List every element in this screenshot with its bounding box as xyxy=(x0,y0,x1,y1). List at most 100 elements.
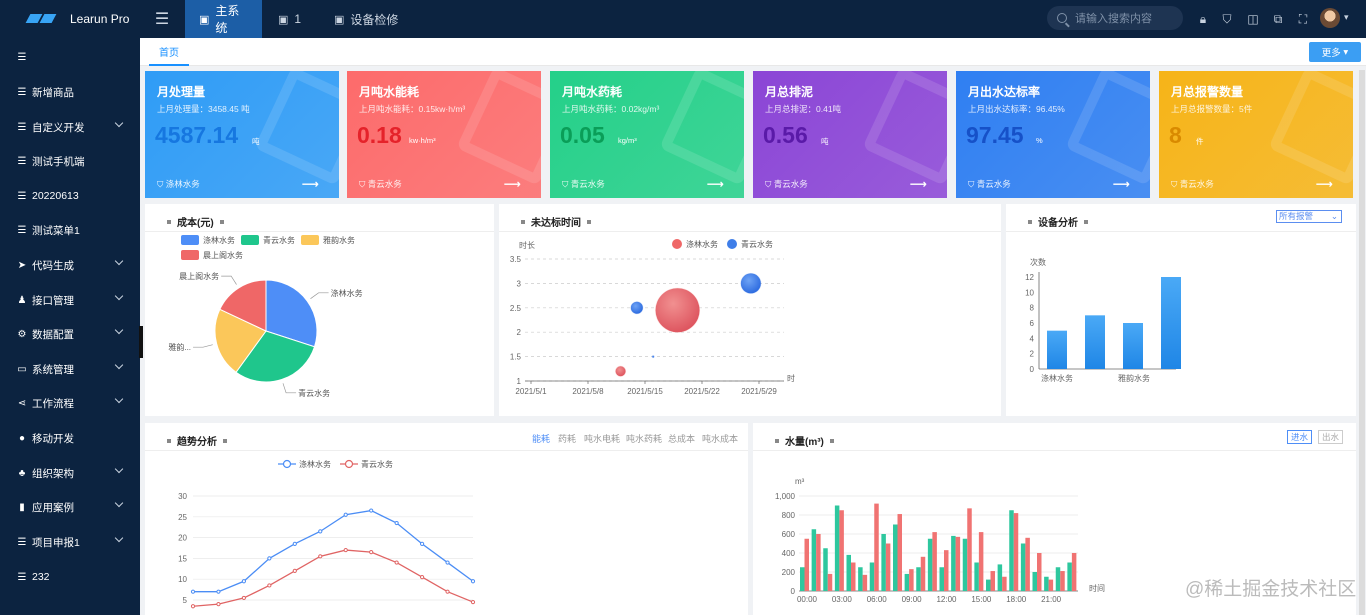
arrow-right-icon[interactable]: ⟶ xyxy=(706,177,724,191)
card-decoration xyxy=(659,71,744,186)
page-scrollbar[interactable] xyxy=(1359,70,1365,615)
watermark: @稀土掘金技术社区 xyxy=(1185,579,1357,600)
sidebar-item-test-menu[interactable]: ☰ 测试菜单1 xyxy=(0,213,140,247)
water-bar xyxy=(1013,513,1019,591)
pie-label: 晨上阁水务 xyxy=(179,271,219,281)
sidebar-item-mobile-test[interactable]: ☰ 测试手机端 xyxy=(0,144,140,178)
inflow-button[interactable]: 进水 xyxy=(1287,430,1313,444)
sidebar-item-label: 232 xyxy=(32,571,50,583)
stat-card[interactable]: 月总排泥 上月总排泥：0.41吨 0.56 吨 ⛉ 青云水务 ⟶ xyxy=(753,71,947,198)
water-bar xyxy=(1071,553,1077,591)
card-subtitle: 上月总报警数量：5件 xyxy=(1171,104,1253,114)
translate-icon[interactable]: ⧉ xyxy=(1273,12,1283,26)
sidebar-item-mobile-dev[interactable]: ● 移动开发 xyxy=(0,421,140,455)
scrollbar-thumb[interactable] xyxy=(1359,70,1365,615)
chevron-down-icon xyxy=(114,498,124,508)
search-input[interactable]: 请输入搜索内容 xyxy=(1047,6,1183,30)
x-tick-label: 00:00 xyxy=(797,595,818,604)
sidebar-item-cases[interactable]: ▮ 应用案例 xyxy=(0,490,140,524)
lock-icon[interactable]: 🔒︎ xyxy=(1199,12,1207,26)
chevron-down-icon: ⌄ xyxy=(1330,211,1338,221)
top-tab-1[interactable]: ▣ 1 xyxy=(264,0,315,38)
x-tick-label: 2021/5/15 xyxy=(627,387,663,396)
shirt-icon[interactable]: ⛉ xyxy=(1222,12,1232,26)
alarm-select[interactable]: 所有报警 ⌄ xyxy=(1276,210,1342,223)
sidebar-item-label: 测试菜单1 xyxy=(32,224,80,237)
sidebar-item-label: 移动开发 xyxy=(32,432,74,445)
arrow-right-icon[interactable]: ⟶ xyxy=(909,177,927,191)
sidebar-item-code-gen[interactable]: ➤ 代码生成 xyxy=(0,248,140,282)
x-tick-label: 2021/5/29 xyxy=(741,387,777,396)
top-tab-device-repair[interactable]: ▣ 设备检修 xyxy=(320,0,412,38)
tab-energy[interactable]: 能耗 xyxy=(532,434,551,444)
monitor-icon: ▣ xyxy=(334,13,345,26)
y-tick-label: 5 xyxy=(183,596,188,605)
more-button[interactable]: 更多 ▾ xyxy=(1309,42,1361,62)
card-value: 0.18 xyxy=(357,122,402,148)
sidebar-item-data-config[interactable]: ⚙ 数据配置 xyxy=(0,317,140,351)
logo[interactable]: Learun Pro xyxy=(0,0,140,38)
card-subtitle: 上月吨水能耗：0.15kw·h/m³ xyxy=(359,104,466,114)
tab-chemical[interactable]: 药耗 xyxy=(558,434,577,444)
card-decoration xyxy=(862,71,947,186)
tab-cost-per-ton[interactable]: 吨水成本 xyxy=(702,434,739,444)
legend-swatch xyxy=(241,235,259,245)
sidebar-item-system[interactable]: ▭ 系统管理 xyxy=(0,352,140,386)
top-tab-label: 设备检修 xyxy=(350,12,399,27)
water-bar xyxy=(827,573,833,591)
outflow-button[interactable]: 出水 xyxy=(1318,430,1344,444)
y-tick-label: 2 xyxy=(1030,350,1035,359)
water-bar xyxy=(1067,562,1072,591)
avatar[interactable] xyxy=(1320,8,1340,28)
sidebar-item-20220613[interactable]: ☰ 20220613 xyxy=(0,179,140,213)
water-bar xyxy=(893,524,898,591)
sidebar-item-232[interactable]: ☰ 232 xyxy=(0,560,140,594)
top-bar: Learun Pro ☰ ▣ 主系统 ▣ 1 ▣ 设备检修 请输入搜索内容 🔒︎… xyxy=(0,0,1366,38)
water-bar xyxy=(846,554,851,591)
sidebar-item-workflow[interactable]: ⋖ 工作流程 xyxy=(0,386,140,420)
more-button-label: 更多 xyxy=(1321,48,1341,59)
tab-total-cost[interactable]: 总成本 xyxy=(668,434,696,444)
water-bar xyxy=(909,569,914,591)
pin-icon: ⛉ xyxy=(157,179,166,189)
y-tick-label: 20 xyxy=(178,534,187,543)
y-tick-label: 3.5 xyxy=(510,255,522,264)
sidebar-item-custom-dev[interactable]: ☰ 自定义开发 xyxy=(0,110,140,144)
series-point xyxy=(394,520,399,526)
card-footer: ⛉ 涤林水务 xyxy=(157,179,200,189)
stat-card[interactable]: 月出水达标率 上月出水达标率：96.45% 97.45% ⛉ 青云水务 ⟶ xyxy=(956,71,1150,198)
arrow-right-icon[interactable]: ⟶ xyxy=(1315,177,1333,191)
chevron-down-icon[interactable]: ▾ xyxy=(1344,12,1349,22)
stat-card[interactable]: 月吨水药耗 上月吨水药耗：0.02kg/m³ 0.05 kg/m³ ⛉ 青云水务 ⟶ xyxy=(550,71,744,198)
fullscreen-icon[interactable]: ⛶ xyxy=(1298,12,1308,26)
logo-text: Learun Pro xyxy=(70,12,130,26)
menu-toggle-icon[interactable]: ☰ xyxy=(154,11,170,28)
sidebar-item-org[interactable]: ♣ 组织架构 xyxy=(0,456,140,490)
series-point xyxy=(267,583,272,588)
pin-icon: ⛉ xyxy=(359,179,368,189)
sidebar-item-api[interactable]: ♟ 接口管理 xyxy=(0,283,140,317)
stat-card[interactable]: 月总报警数量 上月总报警数量：5件 8 件 ⛉ 青云水务 ⟶ xyxy=(1159,71,1353,198)
sidebar-item-label: 项目申报1 xyxy=(32,536,80,549)
sidebar-collapse-handle[interactable] xyxy=(139,326,143,358)
sidebar-item-home[interactable]: ☰ xyxy=(0,40,140,74)
stat-card[interactable]: 月处理量 上月处理量：3458.45 吨 4587.14 吨 ⛉ 涤林水务 ⟶ xyxy=(145,71,339,198)
top-tab-main[interactable]: ▣ 主系统 xyxy=(185,0,262,38)
arrow-right-icon[interactable]: ⟶ xyxy=(1112,177,1130,191)
series-point xyxy=(445,560,450,565)
y-tick-label: 400 xyxy=(782,549,796,558)
sidebar-item-new-product[interactable]: ☰ 新增商品 xyxy=(0,75,140,109)
sidebar-item-project[interactable]: ☰ 项目申报1 xyxy=(0,525,140,559)
alarm-select-value: 所有报警 xyxy=(1279,211,1314,221)
stat-card[interactable]: 月吨水能耗 上月吨水能耗：0.15kw·h/m³ 0.18 kw·h/m³ ⛉ 青云水务… xyxy=(347,71,541,198)
card-title: 月出水达标率 xyxy=(968,85,1041,99)
arrow-right-icon[interactable]: ⟶ xyxy=(301,177,319,191)
card-footer: ⛉ 青云水务 xyxy=(1171,179,1214,189)
tab-chem-per-ton[interactable]: 吨水药耗 xyxy=(626,434,663,444)
arrow-right-icon[interactable]: ⟶ xyxy=(503,177,521,191)
tab-power-per-ton[interactable]: 吨水电耗 xyxy=(584,434,621,444)
water-bar xyxy=(990,571,995,591)
bell-icon[interactable]: ◫ xyxy=(1247,12,1259,26)
tab-home[interactable]: 首页 xyxy=(149,38,189,66)
water-bar xyxy=(939,567,944,591)
